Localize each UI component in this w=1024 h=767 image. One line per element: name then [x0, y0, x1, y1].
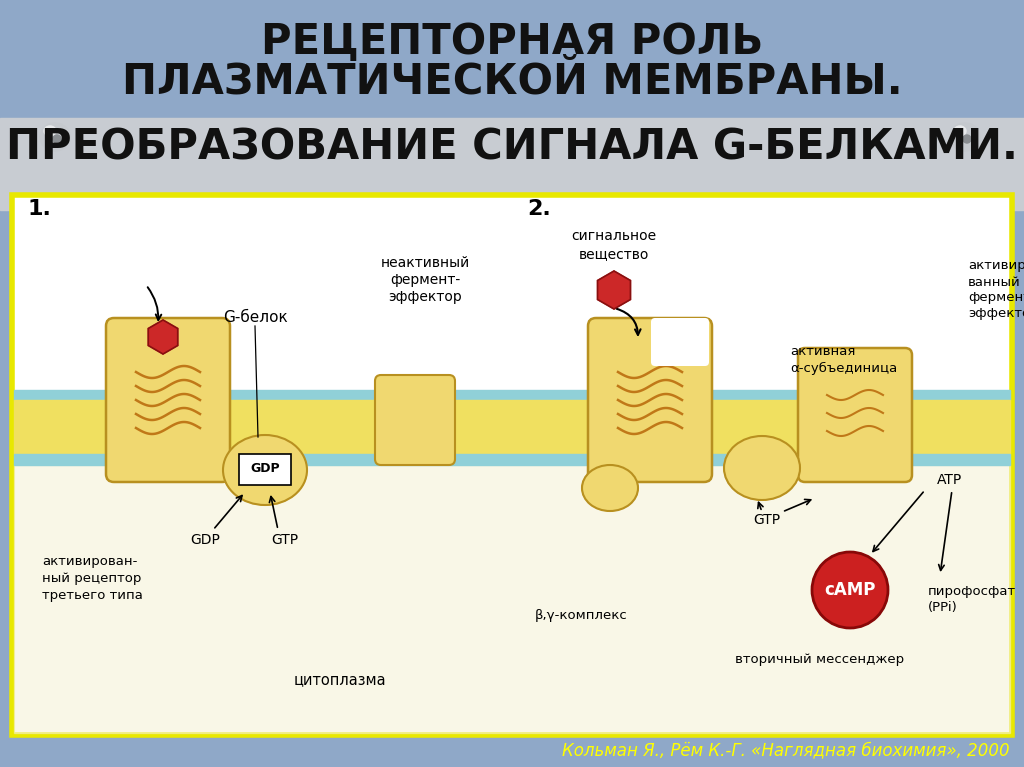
- Bar: [14, 465, 1010, 733]
- Text: РЕЦЕПТОРНАЯ РОЛЬ: РЕЦЕПТОРНАЯ РОЛЬ: [261, 21, 763, 63]
- Ellipse shape: [954, 126, 966, 136]
- Text: GTP: GTP: [754, 513, 780, 527]
- Ellipse shape: [950, 123, 980, 151]
- FancyBboxPatch shape: [651, 318, 709, 366]
- FancyBboxPatch shape: [375, 375, 455, 465]
- Text: G-белок: G-белок: [222, 311, 288, 325]
- Text: β,γ-комплекс: β,γ-комплекс: [535, 608, 628, 621]
- Text: ПРЕОБРАЗОВАНИЕ СИГНАЛА G-БЕЛКАМИ.: ПРЕОБРАЗОВАНИЕ СИГНАЛА G-БЕЛКАМИ.: [6, 127, 1018, 169]
- Bar: [12, 195, 1012, 735]
- Text: вторичный мессенджер: вторичный мессенджер: [735, 653, 904, 667]
- Ellipse shape: [40, 123, 70, 151]
- Text: GDP: GDP: [190, 533, 220, 547]
- Circle shape: [812, 552, 888, 628]
- Text: активирован-
ный рецептор
третьего типа: активирован- ный рецептор третьего типа: [42, 555, 143, 602]
- Bar: [14, 390, 1010, 400]
- Ellipse shape: [724, 436, 800, 500]
- FancyBboxPatch shape: [106, 318, 230, 482]
- Ellipse shape: [223, 435, 307, 505]
- Ellipse shape: [44, 126, 56, 136]
- Text: пирофосфат
(PPi): пирофосфат (PPi): [928, 585, 1016, 614]
- Bar: [14, 454, 1010, 465]
- FancyBboxPatch shape: [588, 318, 712, 482]
- Text: сигнальное
вещество: сигнальное вещество: [571, 229, 656, 261]
- Text: 1.: 1.: [28, 199, 52, 219]
- Polygon shape: [148, 320, 178, 354]
- FancyBboxPatch shape: [239, 454, 291, 485]
- Ellipse shape: [582, 465, 638, 511]
- Text: 2.: 2.: [527, 199, 551, 219]
- Bar: [14, 400, 1010, 454]
- Text: Кольман Я., Рём К.-Г. «Наглядная биохимия», 2000: Кольман Я., Рём К.-Г. «Наглядная биохими…: [562, 741, 1010, 759]
- Circle shape: [53, 135, 61, 143]
- Bar: [0, 118, 1024, 210]
- Text: ПЛАЗМАТИЧЕСКОЙ МЕМБРАНЫ.: ПЛАЗМАТИЧЕСКОЙ МЕМБРАНЫ.: [122, 61, 902, 103]
- Text: ATP: ATP: [937, 473, 963, 487]
- Text: неактивный
фермент-
эффектор: неактивный фермент- эффектор: [380, 255, 470, 304]
- Polygon shape: [598, 271, 631, 309]
- Text: cAMP: cAMP: [824, 581, 876, 599]
- Circle shape: [963, 135, 971, 143]
- Text: активиро-
ванный
фермент-
эффектор: активиро- ванный фермент- эффектор: [968, 259, 1024, 321]
- Text: GTP: GTP: [271, 533, 299, 547]
- Text: активная
α-субъединица: активная α-субъединица: [790, 345, 897, 374]
- Text: цитоплазма: цитоплазма: [294, 673, 386, 687]
- Text: GDP: GDP: [250, 463, 280, 476]
- FancyBboxPatch shape: [798, 348, 912, 482]
